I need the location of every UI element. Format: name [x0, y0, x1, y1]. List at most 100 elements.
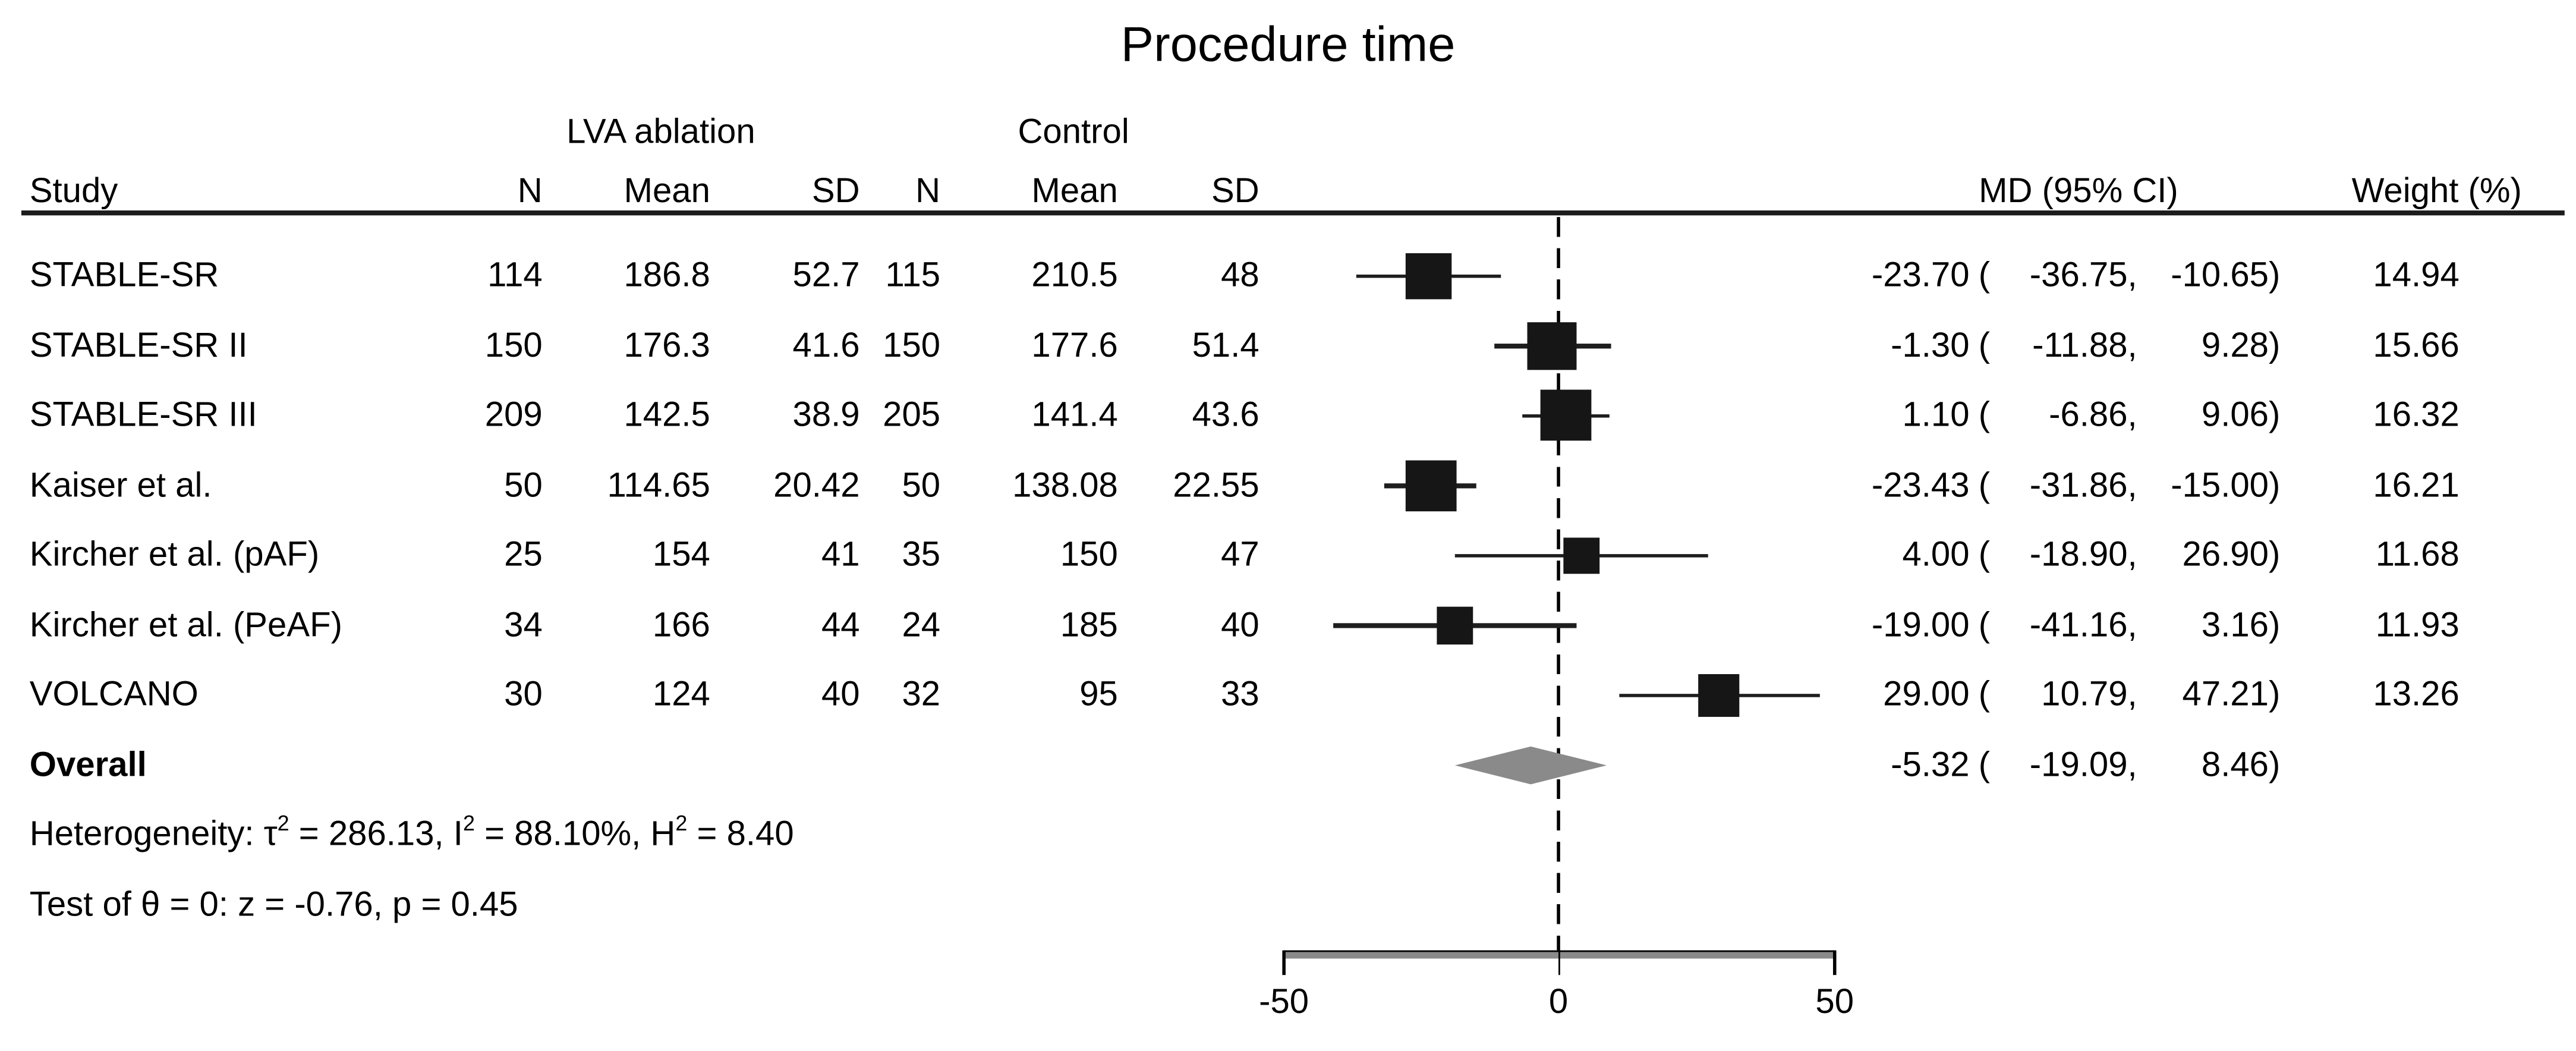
ci-upper: 47.21 — [2182, 675, 2269, 714]
n-control: 32 — [902, 675, 941, 714]
ci-lower: -18.90, — [2029, 536, 2137, 574]
close-paren: ) — [2268, 536, 2281, 574]
ci-lower: -36.75, — [2029, 256, 2137, 295]
weight-value: 14.94 — [2373, 256, 2460, 295]
ci-lower: 10.79, — [2041, 675, 2137, 714]
group-header-row: LVA ablation Control — [0, 99, 2576, 168]
ci-upper: 9.06 — [2201, 396, 2269, 435]
heterogeneity-text: Heterogeneity: τ2 = 286.13, I2 = 88.10%,… — [30, 801, 1509, 870]
sd-lva: 20.42 — [773, 466, 860, 504]
sd-lva: 41.6 — [792, 326, 860, 364]
mean-control: 177.6 — [1031, 326, 1118, 364]
md-value: -5.32 — [1891, 745, 1970, 783]
superscript-2: 2 — [462, 810, 475, 836]
weight-value: 16.32 — [2373, 396, 2460, 435]
open-paren: ( — [1978, 466, 1991, 504]
n-control: 24 — [902, 606, 941, 644]
weight-value: 11.68 — [2375, 536, 2460, 574]
ci-upper: 9.28 — [2201, 326, 2269, 364]
close-paren: ) — [2268, 256, 2281, 295]
study-name: Kircher et al. (PeAF) — [29, 606, 342, 644]
sd-control: 40 — [1221, 606, 1259, 644]
test-of-theta-text: Test of θ = 0: z = -0.76, p = 0.45 — [29, 885, 518, 924]
sd-control: 33 — [1221, 675, 1259, 714]
study-name: STABLE-SR III — [29, 396, 257, 435]
effect-size-marker — [1528, 322, 1577, 371]
sd-lva: 52.7 — [792, 256, 860, 295]
study-row: Kircher et al. (pAF) 25 154 41 35 150 47… — [0, 521, 2576, 590]
weight-value: 13.26 — [2373, 675, 2460, 714]
het-mid2: = 88.10%, H — [474, 815, 676, 854]
overall-label: Overall — [29, 745, 147, 783]
n-control: 115 — [885, 256, 941, 295]
study-name: Kircher et al. (pAF) — [29, 536, 320, 574]
mean-lva: 124 — [652, 675, 710, 714]
open-paren: ( — [1978, 396, 1991, 435]
md-ci-text: 29.00(10.79, 47.21) — [1854, 661, 2285, 730]
overall-diamond — [1454, 746, 1607, 785]
col-header-study: Study — [29, 172, 118, 211]
n-lva: 25 — [504, 536, 543, 574]
md-ci-text: -19.00(-41.16, 3.16) — [1854, 591, 2285, 660]
x-axis-tick-label: 0 — [1548, 983, 1569, 1021]
group-header-control: Control — [1018, 113, 1129, 152]
md-value: 29.00 — [1883, 675, 1970, 714]
sd-control: 51.4 — [1192, 326, 1259, 364]
effect-size-marker — [1563, 537, 1600, 574]
mean-lva: 114.65 — [607, 466, 710, 504]
mean-lva: 166 — [652, 606, 710, 644]
x-axis-tick — [1558, 950, 1561, 976]
open-paren: ( — [1978, 675, 1991, 714]
overall-row: Overall -5.32(-19.09, 8.46) — [0, 731, 2576, 800]
study-row: VOLCANO 30 124 40 32 95 33 29.00(10.79, 4… — [0, 661, 2576, 730]
md-ci-text: 1.10(-6.86, 9.06) — [1854, 382, 2285, 451]
ci-upper: 3.16 — [2201, 606, 2269, 644]
het-tail: = 8.40 — [687, 815, 794, 854]
ci-upper: 8.46 — [2201, 745, 2269, 783]
close-paren: ) — [2268, 745, 2281, 783]
effect-size-marker — [1405, 253, 1453, 300]
x-axis-tick-label: 50 — [1815, 983, 1854, 1021]
col-header-mean-lva: Mean — [623, 172, 710, 211]
x-axis-tick-label: -50 — [1259, 983, 1309, 1021]
mean-lva: 176.3 — [623, 326, 710, 364]
md-ci-text: 4.00(-18.90, 26.90) — [1854, 521, 2285, 590]
md-value: -23.70 — [1871, 256, 1970, 295]
sd-lva: 40 — [821, 675, 860, 714]
study-row: STABLE-SR II 150 176.3 41.6 150 177.6 51… — [0, 311, 2576, 380]
column-header-row: Study N Mean SD N Mean SD MD (95% CI) We… — [0, 158, 2576, 227]
sd-lva: 44 — [821, 606, 860, 644]
n-lva: 114 — [487, 256, 543, 295]
mean-control: 138.08 — [1012, 466, 1118, 504]
x-axis-tick — [1283, 950, 1286, 976]
n-lva: 150 — [484, 326, 543, 364]
close-paren: ) — [2268, 675, 2281, 714]
x-axis-tick — [1833, 950, 1837, 976]
effect-size-marker — [1436, 607, 1473, 644]
effect-size-marker — [1698, 675, 1740, 716]
sd-lva: 38.9 — [792, 396, 860, 435]
close-paren: ) — [2268, 396, 2281, 435]
md-ci-text: -1.30(-11.88, 9.28) — [1854, 311, 2285, 380]
col-header-md-ci: MD (95% CI) — [1979, 172, 2178, 211]
study-row: STABLE-SR III 209 142.5 38.9 205 141.4 4… — [0, 382, 2576, 451]
sd-control: 47 — [1221, 536, 1259, 574]
n-control: 50 — [902, 466, 941, 504]
study-name: STABLE-SR — [29, 256, 219, 295]
mean-control: 150 — [1060, 536, 1118, 574]
het-prefix: Heterogeneity: τ — [29, 815, 278, 854]
overall-md-ci-text: -5.32(-19.09, 8.46) — [1854, 731, 2285, 800]
ci-lower: -41.16, — [2029, 606, 2137, 644]
open-paren: ( — [1978, 256, 1991, 295]
group-header-lva: LVA ablation — [566, 113, 755, 152]
study-row: Kaiser et al. 50 114.65 20.42 50 138.08 … — [0, 451, 2576, 520]
ci-upper: -15.00 — [2171, 466, 2269, 504]
mean-control: 141.4 — [1031, 396, 1118, 435]
col-header-sd-control: SD — [1211, 172, 1259, 211]
md-value: -19.00 — [1871, 606, 1970, 644]
open-paren: ( — [1978, 536, 1991, 574]
mean-lva: 154 — [652, 536, 710, 574]
ci-lower: -11.88, — [2032, 326, 2137, 364]
